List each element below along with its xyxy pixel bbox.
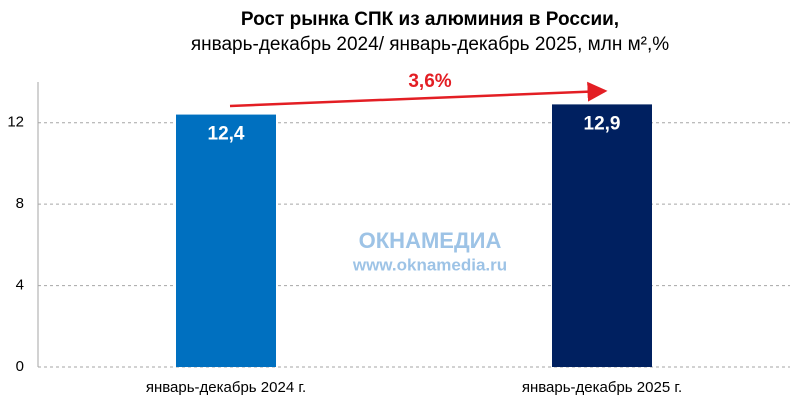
- chart-subtitle: январь-декабрь 2024/ январь-декабрь 2025…: [191, 34, 669, 55]
- y-tick-label: 8: [16, 195, 24, 212]
- x-tick-label: январь-декабрь 2025 г.: [522, 379, 682, 396]
- y-tick-label: 4: [16, 277, 24, 294]
- watermark-url: www.oknamedia.ru: [352, 255, 507, 274]
- y-tick-label: 0: [16, 358, 24, 375]
- bar: [176, 114, 276, 367]
- value-label: 12,4: [208, 124, 245, 145]
- value-label: 12,9: [584, 113, 621, 134]
- x-tick-label: январь-декабрь 2024 г.: [146, 379, 306, 396]
- y-tick-label: 12: [7, 114, 24, 131]
- growth-arrow: [229, 81, 608, 108]
- chart-title: Рост рынка СПК из алюминия в России,: [241, 9, 619, 30]
- watermark-brand: ОКНАМЕДИА: [359, 228, 502, 253]
- bar: [552, 104, 652, 368]
- growth-annotation: 3,6%: [408, 71, 451, 92]
